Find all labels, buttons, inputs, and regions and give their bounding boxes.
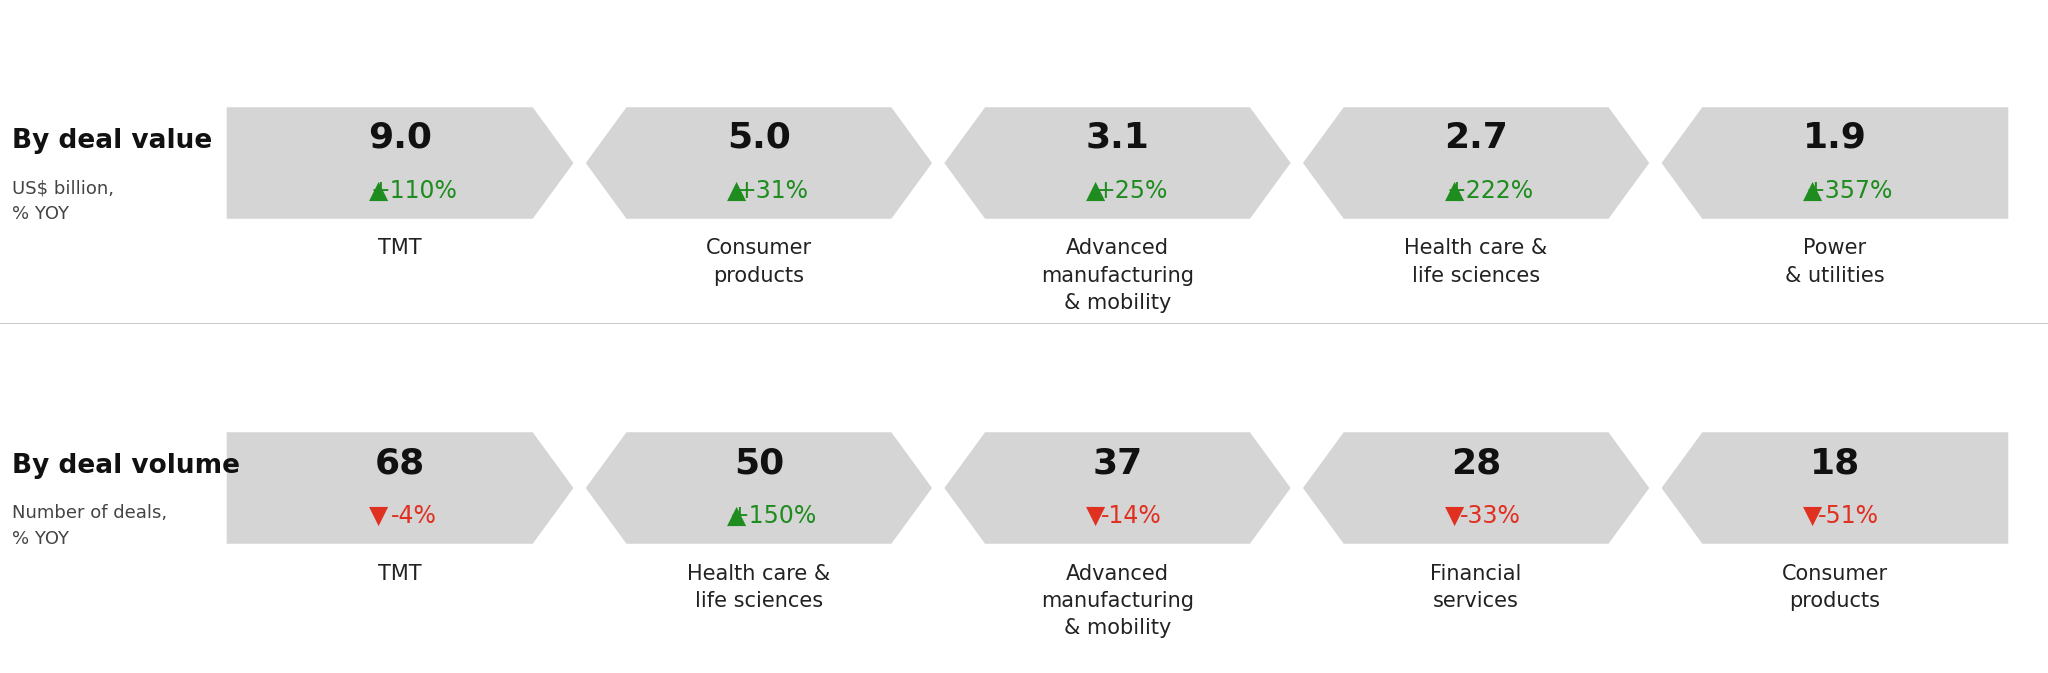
Polygon shape [1659,431,2009,546]
Text: 68: 68 [375,446,426,480]
Text: ▲: ▲ [727,504,748,528]
Text: ▲: ▲ [369,179,387,203]
Text: Advanced
manufacturing
& mobility: Advanced manufacturing & mobility [1040,238,1194,313]
Text: Financial
services: Financial services [1430,563,1522,610]
Polygon shape [1300,106,1651,221]
Text: 50: 50 [733,446,784,480]
Text: 28: 28 [1450,446,1501,480]
Text: ▼: ▼ [1085,504,1106,528]
Text: -51%: -51% [1819,504,1880,528]
Text: US$ billion,
% YOY: US$ billion, % YOY [12,179,115,223]
Text: +357%: +357% [1804,179,1892,203]
Text: TMT: TMT [379,238,422,258]
Text: 5.0: 5.0 [727,121,791,155]
Text: 18: 18 [1810,446,1860,480]
Polygon shape [942,106,1292,221]
Text: ▲: ▲ [1085,179,1106,203]
Polygon shape [584,106,934,221]
Text: ▲: ▲ [727,179,748,203]
Text: 3.1: 3.1 [1085,121,1149,155]
Text: +25%: +25% [1096,179,1167,203]
Text: +150%: +150% [729,504,817,528]
Text: Health care &
life sciences: Health care & life sciences [688,563,831,610]
Text: Consumer
products: Consumer products [707,238,811,286]
Polygon shape [1659,106,2009,221]
Text: ▲: ▲ [1444,179,1464,203]
Polygon shape [942,431,1292,546]
Text: +31%: +31% [737,179,809,203]
Text: +110%: +110% [371,179,459,203]
Text: By deal value: By deal value [12,128,213,154]
Text: -14%: -14% [1102,504,1161,528]
Polygon shape [1300,431,1651,546]
Polygon shape [225,106,575,221]
Text: Power
& utilities: Power & utilities [1786,238,1884,286]
Text: -4%: -4% [391,504,436,528]
Text: ▲: ▲ [1802,179,1823,203]
Text: 9.0: 9.0 [369,121,432,155]
Polygon shape [584,431,934,546]
Text: ▼: ▼ [1444,504,1464,528]
Polygon shape [225,431,575,546]
Text: ▼: ▼ [369,504,387,528]
Text: Advanced
manufacturing
& mobility: Advanced manufacturing & mobility [1040,563,1194,638]
Text: Consumer
products: Consumer products [1782,563,1888,610]
Text: ▼: ▼ [1802,504,1823,528]
Text: -33%: -33% [1460,504,1520,528]
Text: 37: 37 [1092,446,1143,480]
Text: +222%: +222% [1446,179,1534,203]
Text: Health care &
life sciences: Health care & life sciences [1405,238,1548,286]
Text: TMT: TMT [379,563,422,583]
Text: By deal volume: By deal volume [12,453,240,479]
Text: Number of deals,
% YOY: Number of deals, % YOY [12,504,168,548]
Text: 2.7: 2.7 [1444,121,1507,155]
Text: 1.9: 1.9 [1802,121,1866,155]
